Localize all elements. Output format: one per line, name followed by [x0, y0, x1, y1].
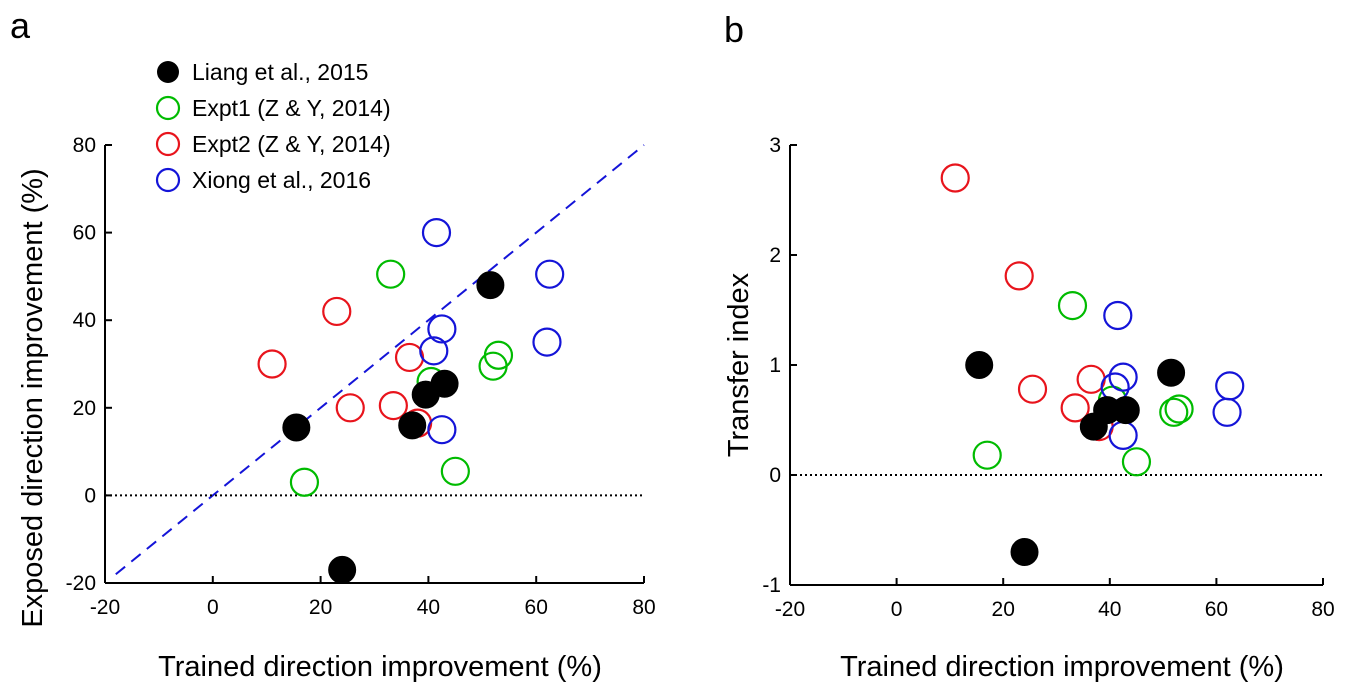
- panel-b-y-tick-label: 3: [769, 134, 781, 157]
- panel-b-point-xiong-et-al-2016: [1215, 371, 1245, 401]
- panel-a-point-liang-et-al-2015: [430, 369, 459, 398]
- panel-b-point-xiong-et-al-2016: [1108, 362, 1138, 392]
- panel-b-point-xiong-et-al-2016: [1212, 397, 1242, 427]
- panel-a-point-liang-et-al-2015: [282, 413, 311, 442]
- legend-label-expt1-z-y-2014: Expt1 (Z & Y, 2014): [192, 95, 391, 121]
- panel-a-x-tick-label: 20: [309, 596, 332, 619]
- panel-a-point-expt1-z-y-2014: [289, 467, 320, 497]
- panel-b-point-liang-et-al-2015: [1010, 538, 1039, 566]
- panel-a-y-tick-label: 20: [73, 397, 96, 420]
- panel-a-y-tick-label: 60: [73, 222, 96, 245]
- panel-label-b: b: [724, 9, 744, 50]
- panel-a-x-tick-label: 80: [632, 596, 655, 619]
- panel-b-chart: -20 0 20 40 60 80 -1 0 1 2 3 Trained direction imp…: [723, 134, 1335, 683]
- panel-b-point-expt1-z-y-2014: [972, 440, 1002, 470]
- panel-a-y-tick-label: 0: [84, 484, 96, 507]
- panel-a-point-xiong-et-al-2016: [532, 327, 562, 357]
- panel-b-points: [940, 163, 1245, 566]
- panel-b-y-tick-label: 1: [769, 354, 781, 377]
- panel-a-chart: -20 0 20 40 60 80 -20 0 20 40 60 80 Trained directi…: [17, 134, 656, 683]
- panel-a-point-expt1-z-y-2014: [478, 351, 508, 381]
- panel-b-point-expt2-z-y-2014: [1076, 364, 1106, 394]
- panel-a-point-expt1-z-y-2014: [483, 340, 514, 370]
- panel-b-axes: -20 0 20 40 60 80 -1 0 1 2 3: [762, 134, 1334, 621]
- panel-a-x-tick-label: 40: [417, 596, 440, 619]
- panel-b-point-liang-et-al-2015: [1157, 358, 1186, 387]
- panel-a-point-liang-et-al-2015: [328, 555, 357, 584]
- panel-label-a: a: [10, 5, 31, 46]
- panel-b-point-expt1-z-y-2014: [1164, 394, 1194, 424]
- panel-a-point-expt2-z-y-2014: [394, 342, 425, 373]
- panel-b-point-xiong-et-al-2016: [1103, 300, 1133, 331]
- panel-a-point-xiong-et-al-2016: [427, 415, 457, 445]
- panel-b-point-expt1-z-y-2014: [1159, 397, 1189, 427]
- panel-b-point-liang-et-al-2015: [965, 351, 994, 379]
- panel-b-x-tick-label: 80: [1311, 598, 1334, 621]
- legend-marker-expt1-z-y-2014: [155, 95, 181, 121]
- panel-b-y-axis-title: Transfer index: [723, 272, 755, 457]
- legend-marker-expt2-z-y-2014: [155, 131, 181, 157]
- panel-a-point-liang-et-al-2015: [476, 271, 505, 300]
- panel-b-point-expt2-z-y-2014: [1004, 261, 1034, 291]
- panel-a-point-expt1-z-y-2014: [440, 456, 470, 486]
- legend-label-xiong-et-al-2016: Xiong et al., 2016: [192, 167, 371, 193]
- panel-a-x-tick-label: 60: [525, 596, 548, 619]
- panel-b-y-tick-label: -1: [762, 574, 781, 597]
- panel-a-x-axis-title: Trained direction improvement (%): [158, 651, 602, 683]
- panel-b-y-tick-label: 2: [769, 244, 781, 267]
- panel-b-x-axis-title: Trained direction improvement (%): [840, 651, 1284, 683]
- legend-label-expt2-z-y-2014: Expt2 (Z & Y, 2014): [192, 131, 391, 157]
- panel-a-point-expt2-z-y-2014: [257, 349, 287, 379]
- panel-b-x-tick-label: 20: [992, 598, 1015, 621]
- panel-b-point-expt2-z-y-2014: [1060, 393, 1090, 423]
- panel-b-point-expt1-z-y-2014: [1121, 447, 1152, 477]
- panel-a-point-xiong-et-al-2016: [427, 314, 457, 344]
- panel-a-point-expt2-z-y-2014: [378, 391, 408, 421]
- panel-b-x-tick-label: 60: [1205, 598, 1228, 621]
- legend-marker-xiong-et-al-2016: [155, 167, 181, 193]
- panel-a-points: [257, 218, 565, 584]
- panel-b-point-xiong-et-al-2016: [1108, 420, 1138, 450]
- panel-a-y-tick-label: -20: [66, 572, 96, 595]
- panel-a-point-xiong-et-al-2016: [421, 218, 452, 248]
- panel-a-point-xiong-et-al-2016: [535, 259, 565, 289]
- panel-b-point-expt2-z-y-2014: [1017, 374, 1048, 404]
- panel-a-point-expt2-z-y-2014: [322, 296, 352, 327]
- panel-a-y-tick-label: 40: [73, 309, 96, 332]
- panel-a-x-tick-label: -20: [90, 596, 120, 619]
- panel-b-x-tick-label: 40: [1098, 598, 1121, 621]
- legend-label-liang-et-al-2015: Liang et al., 2015: [192, 59, 368, 85]
- panel-a-y-tick-label: 80: [73, 134, 96, 157]
- panel-a-identity-line: [115, 144, 645, 576]
- legend: Liang et al., 2015 Expt1 (Z & Y, 2014) Exp…: [155, 59, 391, 193]
- panel-a-point-expt2-z-y-2014: [335, 393, 365, 423]
- panel-a-x-tick-label: 0: [207, 596, 219, 619]
- panel-b-point-expt1-z-y-2014: [1057, 291, 1088, 321]
- panel-b-x-tick-label: 0: [891, 598, 903, 621]
- panel-b-x-tick-label: -20: [775, 598, 805, 621]
- panel-b-y-tick-label: 0: [769, 464, 781, 487]
- panel-a-point-xiong-et-al-2016: [419, 336, 449, 366]
- panel-b-point-liang-et-al-2015: [1111, 396, 1140, 425]
- panel-a-point-liang-et-al-2015: [398, 411, 427, 440]
- panel-a-reference-lines: [105, 144, 645, 576]
- panel-a-point-expt1-z-y-2014: [376, 259, 406, 289]
- legend-marker-liang-et-al-2015: [157, 61, 179, 83]
- panel-b-point-expt2-z-y-2014: [940, 163, 970, 193]
- panel-a-axes: -20 0 20 40 60 80 -20 0 20 40 60 80: [66, 134, 656, 619]
- panel-a-y-axis-title: Exposed direction improvement (%): [17, 168, 49, 627]
